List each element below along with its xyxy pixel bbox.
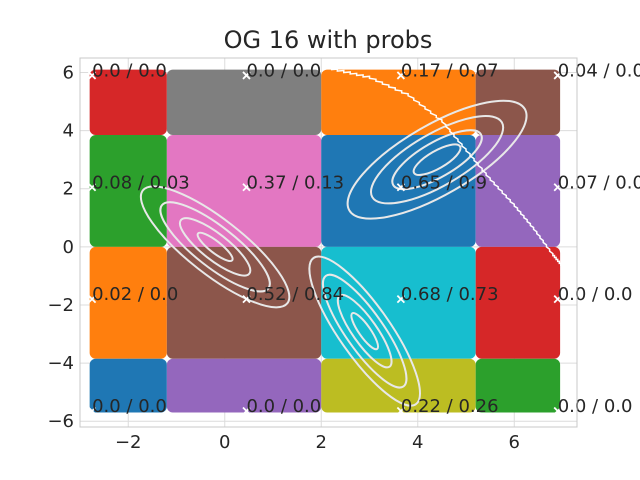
cell-probability-label: 0.0 / 0.0: [92, 396, 167, 417]
heatmap-cell: [475, 134, 561, 247]
x-marker: [396, 71, 406, 80]
cell-probability-label: 0.08 / 0.03: [92, 172, 190, 193]
cell-probability-label: 0.07 / 0.0: [558, 172, 640, 193]
chart-title: OG 16 with probs: [224, 26, 433, 54]
x-marker: [396, 295, 406, 304]
contour-ring: [346, 99, 528, 220]
contour-ring: [412, 143, 462, 176]
y-tick-label: 6: [63, 63, 74, 84]
contour-ring: [308, 255, 422, 407]
y-tick-label: 2: [63, 179, 74, 200]
y-tick-label: 4: [63, 121, 74, 142]
contour-ring: [139, 185, 291, 309]
cell-probability-label: 0.0 / 0.0: [246, 396, 321, 417]
y-tick-label: −2: [47, 295, 74, 316]
heatmap-cell: [166, 358, 322, 413]
x-tick-label: 2: [316, 432, 327, 453]
heatmap-cell: [475, 358, 561, 413]
density-contours: [139, 99, 528, 407]
boundary-path: [330, 68, 564, 268]
cell-labels: 0.0 / 0.0 0.0 / 0.0 0.17 / 0.07 0.04 / 0.0 0…: [92, 60, 640, 417]
boundary-line: [330, 68, 564, 268]
cell-probability-label: 0.04 / 0.0: [558, 60, 640, 81]
cell-probability-label: 0.02 / 0.0: [92, 284, 178, 305]
heatmap-cell: [89, 69, 167, 135]
x-axis-ticks: −2 0 2 4 6: [115, 432, 520, 453]
x-marker: [553, 295, 562, 304]
x-marker: [242, 71, 251, 80]
x-marker: [87, 295, 97, 304]
x-tick-label: 0: [219, 432, 230, 453]
x-marker: [553, 406, 562, 416]
x-marker: [242, 406, 251, 416]
heatmap-cell: [166, 69, 322, 135]
contour-ring: [350, 312, 380, 351]
cell-probability-label: 0.0 / 0.0: [92, 60, 167, 81]
contour-ring: [196, 231, 234, 262]
cell-probability-label: 0.37 / 0.13: [246, 172, 344, 193]
contour-ring: [159, 201, 271, 293]
x-marker: [553, 183, 562, 192]
y-tick-label: 0: [63, 237, 74, 258]
y-axis-ticks: −6 −4 −2 0 2 4 6: [47, 63, 74, 433]
x-tick-label: 6: [509, 432, 520, 453]
cell-probability-label: 0.65 / 0.9: [401, 172, 487, 193]
x-marker: [553, 71, 562, 80]
contour-ring: [391, 129, 483, 191]
x-marker: [396, 183, 406, 192]
x-marker: [87, 406, 97, 416]
heatmap-cell: [89, 134, 167, 247]
y-tick-label: −4: [47, 353, 74, 374]
heatmap-cells: [89, 69, 561, 413]
cell-probability-label: 0.68 / 0.73: [401, 284, 499, 305]
contour-ring: [369, 114, 505, 205]
cell-probability-label: 0.0 / 0.0: [246, 60, 321, 81]
heatmap-cell: [89, 358, 167, 413]
contour-ring: [178, 217, 252, 277]
cell-probability-label: 0.0 / 0.0: [558, 284, 633, 305]
heatmap-cell: [321, 358, 476, 413]
point-markers: [87, 71, 562, 416]
heatmap-cell: [475, 246, 561, 359]
plot-frame: [79, 57, 578, 428]
cell-probability-label: 0.17 / 0.07: [401, 60, 499, 81]
contour-ring: [336, 293, 393, 369]
x-tick-label: 4: [412, 432, 423, 453]
y-tick-label: −6: [47, 411, 74, 432]
contour-ring: [321, 273, 408, 389]
x-marker: [242, 295, 251, 304]
x-marker: [242, 183, 251, 192]
x-marker: [396, 406, 406, 416]
x-marker: [87, 71, 97, 80]
cell-probability-label: 0.0 / 0.0: [558, 396, 633, 417]
x-marker: [87, 183, 97, 192]
heatmap-cell: [89, 246, 167, 359]
cell-probability-label: 0.52 / 0.84: [246, 284, 344, 305]
cell-probability-label: 0.22 / 0.26: [401, 396, 499, 417]
x-tick-label: −2: [115, 432, 142, 453]
